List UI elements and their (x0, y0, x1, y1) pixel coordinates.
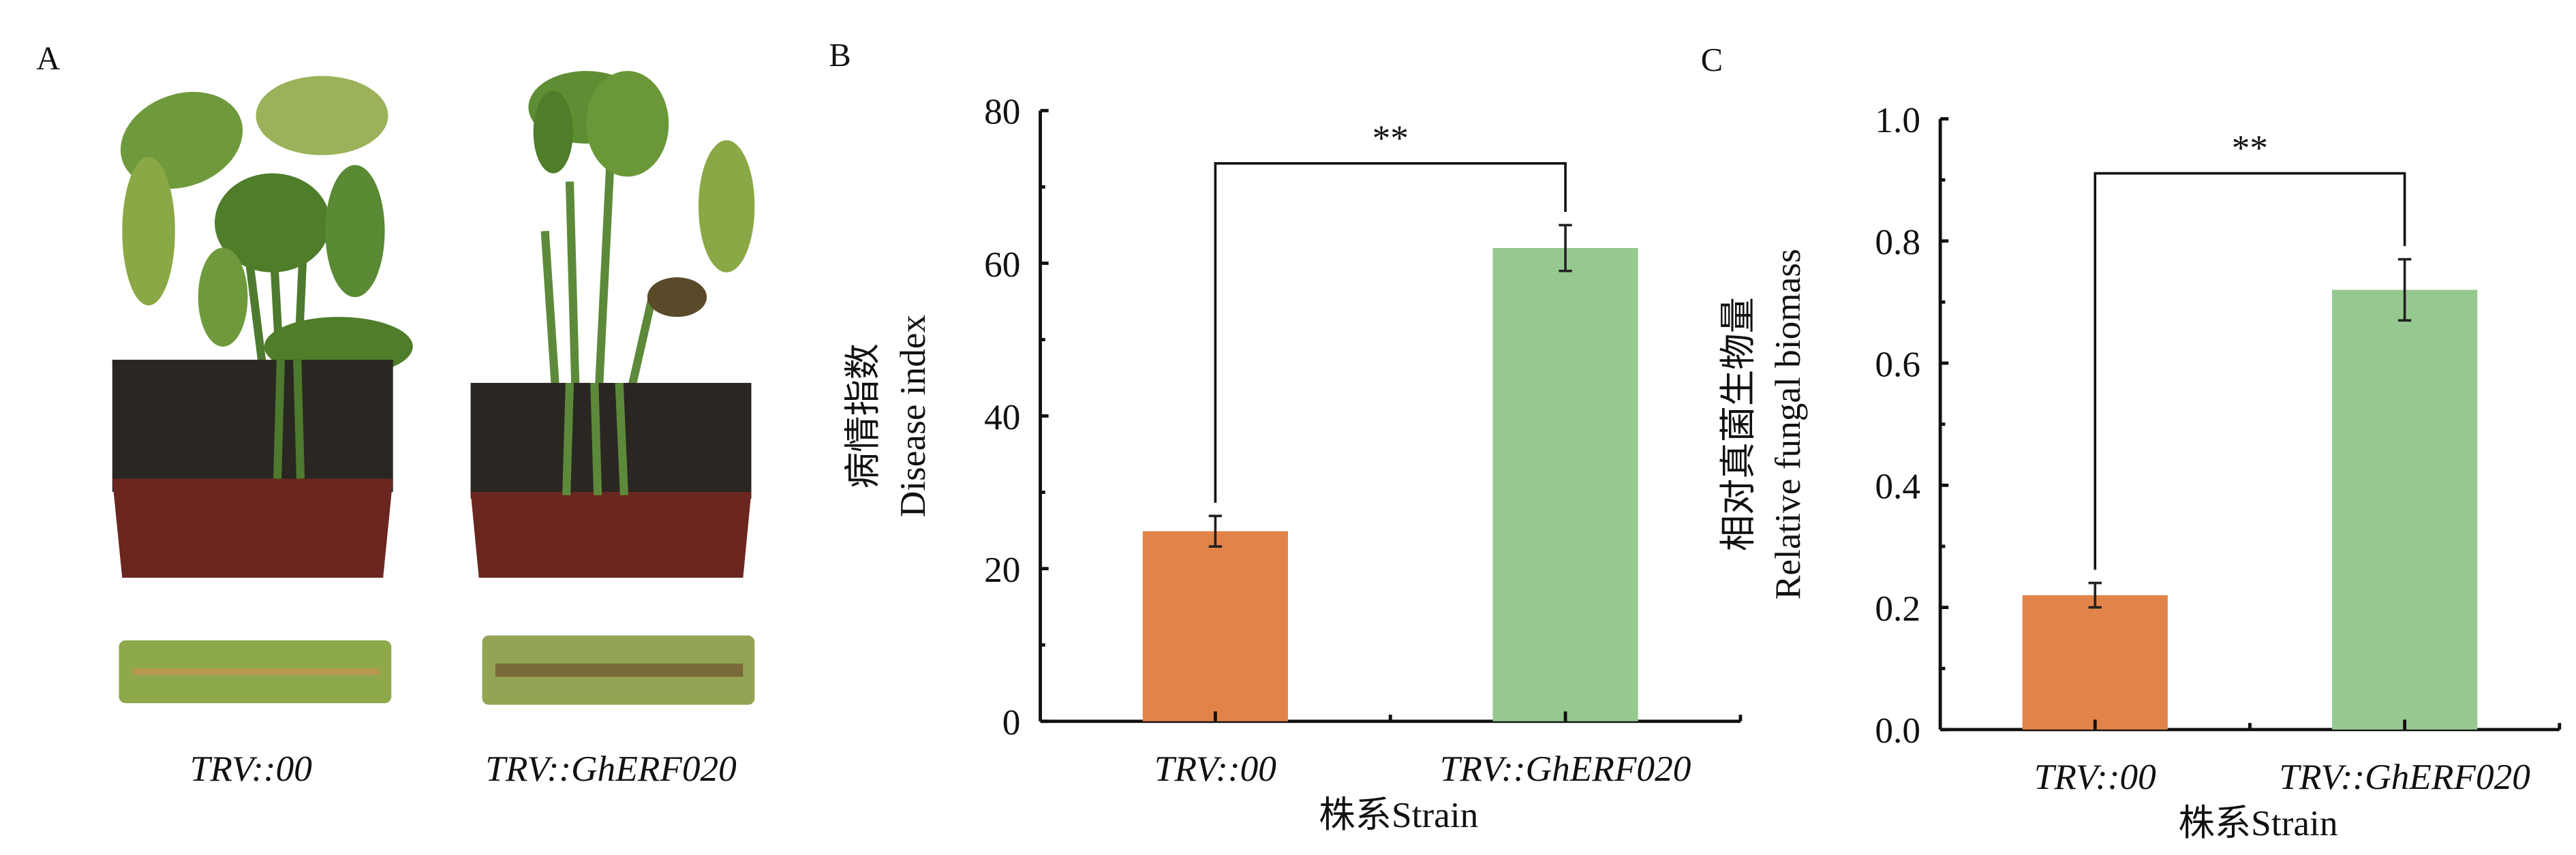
panel-letter-a: A (36, 41, 60, 77)
category-label: TRV::GhERF020 (2279, 757, 2530, 797)
bar (1492, 248, 1638, 721)
category-label: TRV::GhERF020 (1440, 749, 1691, 789)
y-axis-label-en: Disease index (893, 315, 933, 517)
stem-section-trv00 (119, 640, 392, 704)
plant-photo-trv00 (112, 76, 413, 578)
panel-letter-c: C (1701, 42, 1723, 78)
x-axis-label: 株系Strain (1319, 795, 1478, 835)
y-tick-label: 80 (984, 92, 1020, 132)
category-label: TRV::00 (1154, 749, 1276, 789)
significance-stars: ** (1373, 118, 1409, 158)
label-trv00: TRV::00 (190, 749, 312, 789)
y-axis-label-en: Relative fungal biomass (1768, 249, 1808, 600)
y-axis-label-cn: 相对真菌生物量 (1718, 297, 1758, 551)
stem-section-trv-gherf020 (482, 635, 755, 705)
y-tick-label: 0.0 (1875, 711, 1920, 751)
y-tick-label: 0.8 (1875, 222, 1920, 262)
panel-a: A (36, 41, 755, 789)
significance-stars: ** (2232, 128, 2268, 168)
bar (2331, 290, 2478, 730)
x-axis-label: 株系Strain (2179, 803, 2338, 843)
significance-bracket (2094, 172, 2406, 570)
plant-photo-trv-gherf020 (470, 71, 755, 578)
y-tick-label: 60 (984, 245, 1020, 285)
significance-bracket (1214, 162, 1567, 503)
label-trv-gherf020: TRV::GhERF020 (485, 749, 737, 789)
bar (2022, 595, 2168, 730)
category-label: TRV::00 (2034, 757, 2156, 797)
y-tick-label: 0.2 (1875, 589, 1920, 629)
y-tick-label: 0.6 (1875, 344, 1920, 384)
y-tick-label: 40 (984, 397, 1020, 437)
panel-letter-b: B (829, 37, 850, 74)
bar (1142, 531, 1288, 721)
y-tick-label: 1.0 (1875, 100, 1920, 140)
y-tick-label: 0 (1002, 702, 1021, 743)
y-axis-label-cn: 病情指数 (843, 343, 883, 488)
y-tick-label: 0.4 (1875, 467, 1920, 507)
y-tick-label: 20 (984, 550, 1020, 590)
